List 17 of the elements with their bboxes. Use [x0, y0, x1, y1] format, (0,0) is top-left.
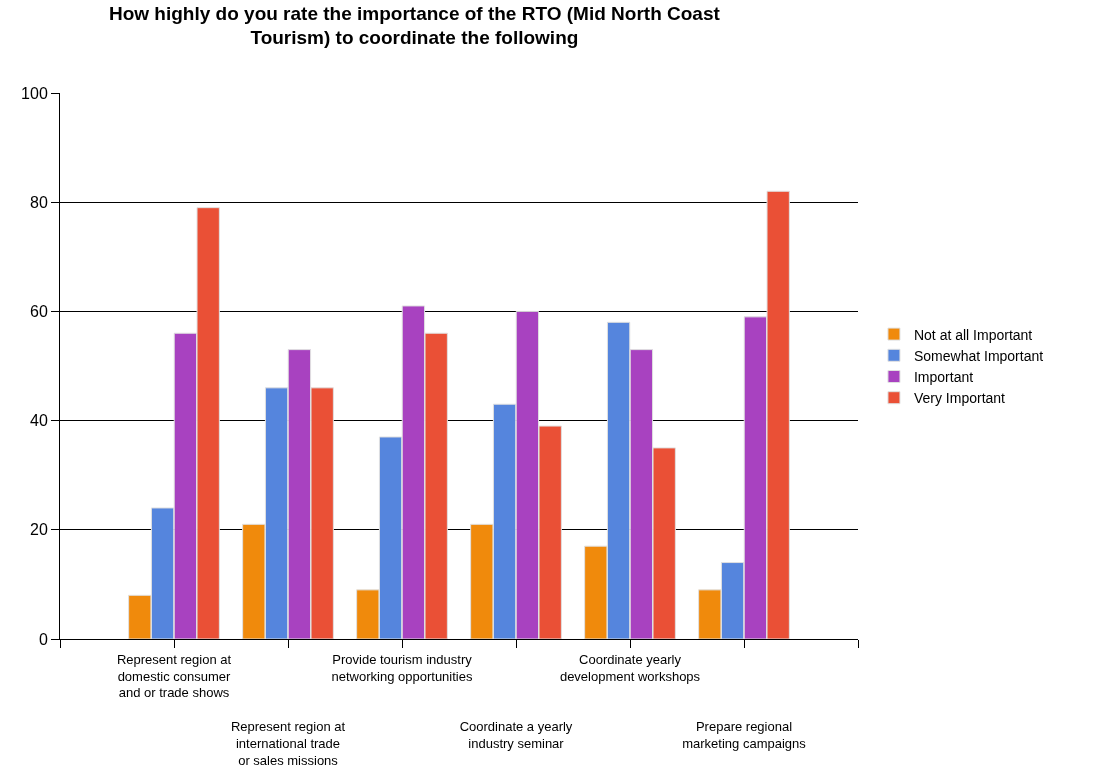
chart-title: How highly do you rate the importance of the RTO (Mid North Coast Tourism) to coordinate the following [108, 2, 721, 49]
legend-label: Not at all Important [913, 326, 1033, 343]
legend-label: Important [913, 368, 974, 385]
legend-label: Very Important [913, 390, 1006, 407]
y-tick-label: 0 [38, 630, 48, 648]
x-tick-label: Prepare regional marketing campaigns [682, 719, 807, 752]
y-tick-label: 60 [30, 303, 48, 320]
x-tick-label: Provide tourism industry networking opportunities [331, 651, 473, 684]
y-tick-label: 80 [30, 193, 48, 211]
y-tick-label: 40 [30, 412, 48, 430]
x-tick-label: Coordinate yearly development workshops [559, 651, 701, 684]
y-tick-label: 100 [21, 84, 48, 102]
x-tick-label: Represent region at international trade or sales missions [230, 719, 346, 768]
x-tick-label: Represent region at domestic consumer and or trade shows [116, 651, 232, 701]
legend-label: Somewhat Important [913, 347, 1044, 364]
x-tick-label: Coordinate a yearly industry seminar [459, 719, 573, 752]
y-tick-label: 20 [30, 521, 48, 539]
